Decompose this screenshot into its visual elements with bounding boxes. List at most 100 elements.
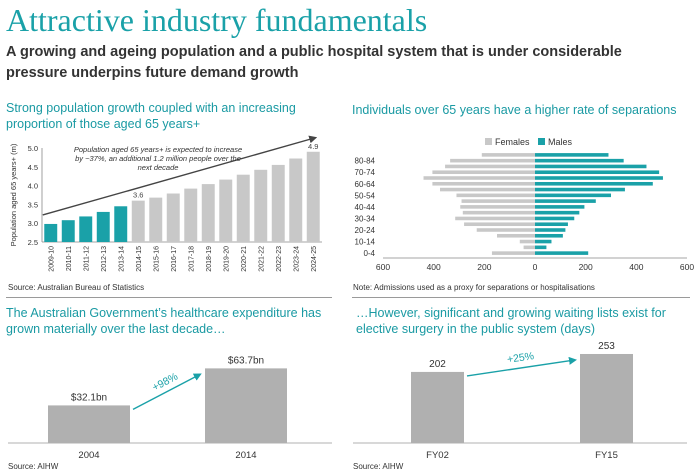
x-tick-label: 0 bbox=[533, 262, 538, 272]
legend-males: Males bbox=[548, 137, 573, 147]
bar-male-10-14 bbox=[535, 239, 552, 244]
bar-female-40-44 bbox=[460, 205, 535, 209]
bar-2018-19 bbox=[201, 184, 215, 242]
bar-female-30-34 bbox=[455, 216, 535, 221]
page-subtitle: A growing and ageing population and a pu… bbox=[6, 44, 622, 81]
population-panel-title: Strong population growth coupled with an… bbox=[6, 101, 296, 131]
separations-note: Note: Admissions used as a proxy for sep… bbox=[353, 283, 595, 292]
legend-females: Females bbox=[495, 137, 530, 147]
annotation-line: Population aged 65 years+ is expected to… bbox=[74, 145, 242, 154]
x-tick-label: 2004 bbox=[78, 450, 99, 461]
bar-male-50-54 bbox=[535, 193, 611, 198]
separations-panel-title: Individuals over 65 years have a higher … bbox=[352, 103, 677, 117]
y-tick-label: 70-74 bbox=[355, 168, 376, 177]
bar-2020-21 bbox=[236, 174, 250, 242]
bar-female-60-64 bbox=[432, 181, 535, 186]
x-tick-label: 600 bbox=[376, 262, 390, 272]
y-tick-label: 10-14 bbox=[355, 238, 376, 247]
data-label: $63.7bn bbox=[228, 355, 264, 366]
waiting-chart: 202 FY02 253 FY15 +25% bbox=[353, 341, 687, 461]
bar-male-25-29 bbox=[535, 222, 568, 227]
separations-chart: Females Males 0-4 10-14 20-24 30-34 40-44 50-54… bbox=[355, 137, 695, 272]
x-tick-label: 2014 bbox=[235, 450, 256, 461]
x-tick-label: 2014-15 bbox=[136, 246, 143, 272]
x-tick-label: 2019-20 bbox=[223, 246, 230, 272]
y-tick-label: 20-24 bbox=[355, 226, 376, 235]
bar-2009-10 bbox=[44, 223, 58, 242]
data-label: 3.6 bbox=[133, 191, 143, 200]
data-label: 4.9 bbox=[308, 142, 318, 151]
y-tick-label: 30-34 bbox=[355, 214, 376, 223]
bar-female-5-9 bbox=[523, 245, 535, 250]
y-tick-label: 40-44 bbox=[355, 203, 376, 212]
y-tick-label: 4.0 bbox=[28, 182, 38, 191]
x-tick-label: 2018-19 bbox=[206, 246, 213, 272]
bar-FY15 bbox=[580, 353, 633, 443]
separator-right bbox=[352, 297, 690, 298]
bar-FY02 bbox=[411, 371, 464, 443]
bar-male-30-34 bbox=[535, 216, 575, 221]
x-tick-label: 2017-18 bbox=[188, 246, 195, 272]
bar-male-5-9 bbox=[535, 245, 547, 250]
bar-male-45-49 bbox=[535, 199, 596, 203]
bar-male-75-79 bbox=[535, 164, 647, 169]
x-tick-label: 2015-16 bbox=[153, 246, 160, 272]
bar-female-10-14 bbox=[519, 239, 535, 244]
bar-2016-17 bbox=[166, 193, 180, 242]
bar-male-65-69 bbox=[535, 176, 663, 180]
bar-male-60-64 bbox=[535, 181, 653, 186]
bar-female-0-4 bbox=[491, 251, 535, 255]
waiting-source: Source: AIHW bbox=[353, 462, 404, 471]
growth-arrow bbox=[132, 373, 202, 411]
y-tick-label: 50-54 bbox=[355, 191, 376, 200]
expenditure-panel-title: The Australian Government’s healthcare e… bbox=[6, 306, 322, 336]
x-tick-label: 2009-10 bbox=[48, 246, 55, 272]
bar-male-0-4 bbox=[535, 251, 589, 255]
x-tick-label: 400 bbox=[629, 262, 643, 272]
bar-male-85+ bbox=[535, 153, 609, 157]
bar-female-85+ bbox=[481, 153, 535, 157]
bar-2019-20 bbox=[219, 179, 233, 242]
growth-label-waiting: +25% bbox=[506, 350, 535, 366]
bar-2024-25 bbox=[306, 151, 320, 242]
annotation-line: by ~37%, an additional 1.2 million peopl… bbox=[75, 154, 241, 163]
x-tick-label: 2021-22 bbox=[258, 246, 265, 272]
bar-male-55-59 bbox=[535, 187, 625, 192]
x-tick-label: 2016-17 bbox=[171, 246, 178, 272]
x-tick-label: FY02 bbox=[426, 450, 449, 461]
bar-male-35-39 bbox=[535, 210, 580, 215]
y-tick-label: 4.5 bbox=[28, 163, 38, 172]
data-label: 202 bbox=[429, 359, 446, 370]
x-tick-label: 2023-24 bbox=[293, 246, 300, 272]
bar-female-70-74 bbox=[432, 170, 535, 175]
x-tick-label: 2010-11 bbox=[66, 246, 73, 271]
growth-arrow bbox=[466, 356, 577, 377]
x-tick-label: 2024-25 bbox=[311, 246, 318, 272]
bar-female-15-19 bbox=[497, 233, 535, 238]
x-tick-label: 2022-23 bbox=[276, 246, 283, 272]
x-tick-label: 600 bbox=[680, 262, 694, 272]
legend-swatch-males bbox=[538, 138, 545, 145]
x-tick-label: 200 bbox=[477, 262, 491, 272]
x-tick-label: 2012-13 bbox=[101, 246, 108, 272]
bar-2011-12 bbox=[79, 216, 93, 242]
x-tick-label: 200 bbox=[579, 262, 593, 272]
bar-2021-22 bbox=[254, 169, 268, 242]
bar-female-65-69 bbox=[423, 176, 535, 180]
y-tick-label: 3.0 bbox=[28, 219, 38, 228]
bar-female-35-39 bbox=[462, 210, 535, 215]
y-tick-label: 80-84 bbox=[355, 157, 376, 166]
population-source: Source: Australian Bureau of Statistics bbox=[8, 283, 145, 292]
bar-2013-14 bbox=[114, 206, 128, 242]
x-tick-label: FY15 bbox=[595, 450, 618, 461]
bar-male-70-74 bbox=[535, 170, 660, 175]
expenditure-source: Source: AIHW bbox=[8, 462, 59, 471]
x-tick-label: 2020-21 bbox=[241, 246, 248, 272]
bar-female-80-84 bbox=[450, 158, 535, 163]
expenditure-chart: $32.1bn 2004 $63.7bn 2014 +98% bbox=[8, 355, 332, 461]
y-tick-label: 0-4 bbox=[363, 249, 375, 258]
bar-female-75-79 bbox=[445, 164, 535, 169]
population-chart: 2.5 3.0 3.5 4.0 4.5 5.0 Population aged 65 yea… bbox=[9, 135, 322, 272]
bar-2023-24 bbox=[289, 158, 303, 242]
bar-2010-11 bbox=[61, 220, 75, 242]
